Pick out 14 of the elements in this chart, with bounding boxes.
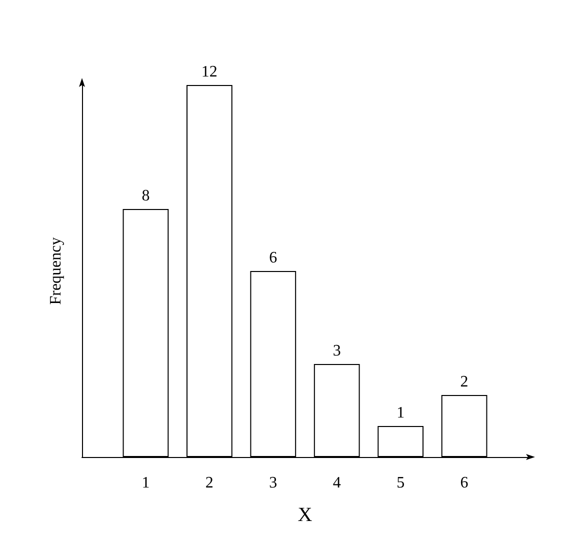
data-label: 2: [460, 374, 468, 390]
x-axis-title: X: [298, 504, 313, 526]
x-tick-label: 5: [396, 474, 405, 492]
x-tick-label: 1: [142, 474, 150, 492]
data-label: 1: [396, 404, 405, 422]
data-label: 6: [269, 250, 278, 266]
y-axis-title: Frequency: [48, 237, 64, 305]
data-label: 8: [142, 188, 150, 204]
x-tick-label: 6: [460, 474, 468, 492]
data-label: 3: [332, 342, 341, 360]
data-label: 12: [201, 64, 218, 80]
x-tick-label: 4: [332, 474, 341, 492]
x-tick-label: 3: [269, 474, 278, 492]
x-tick-label: 2: [205, 474, 214, 492]
